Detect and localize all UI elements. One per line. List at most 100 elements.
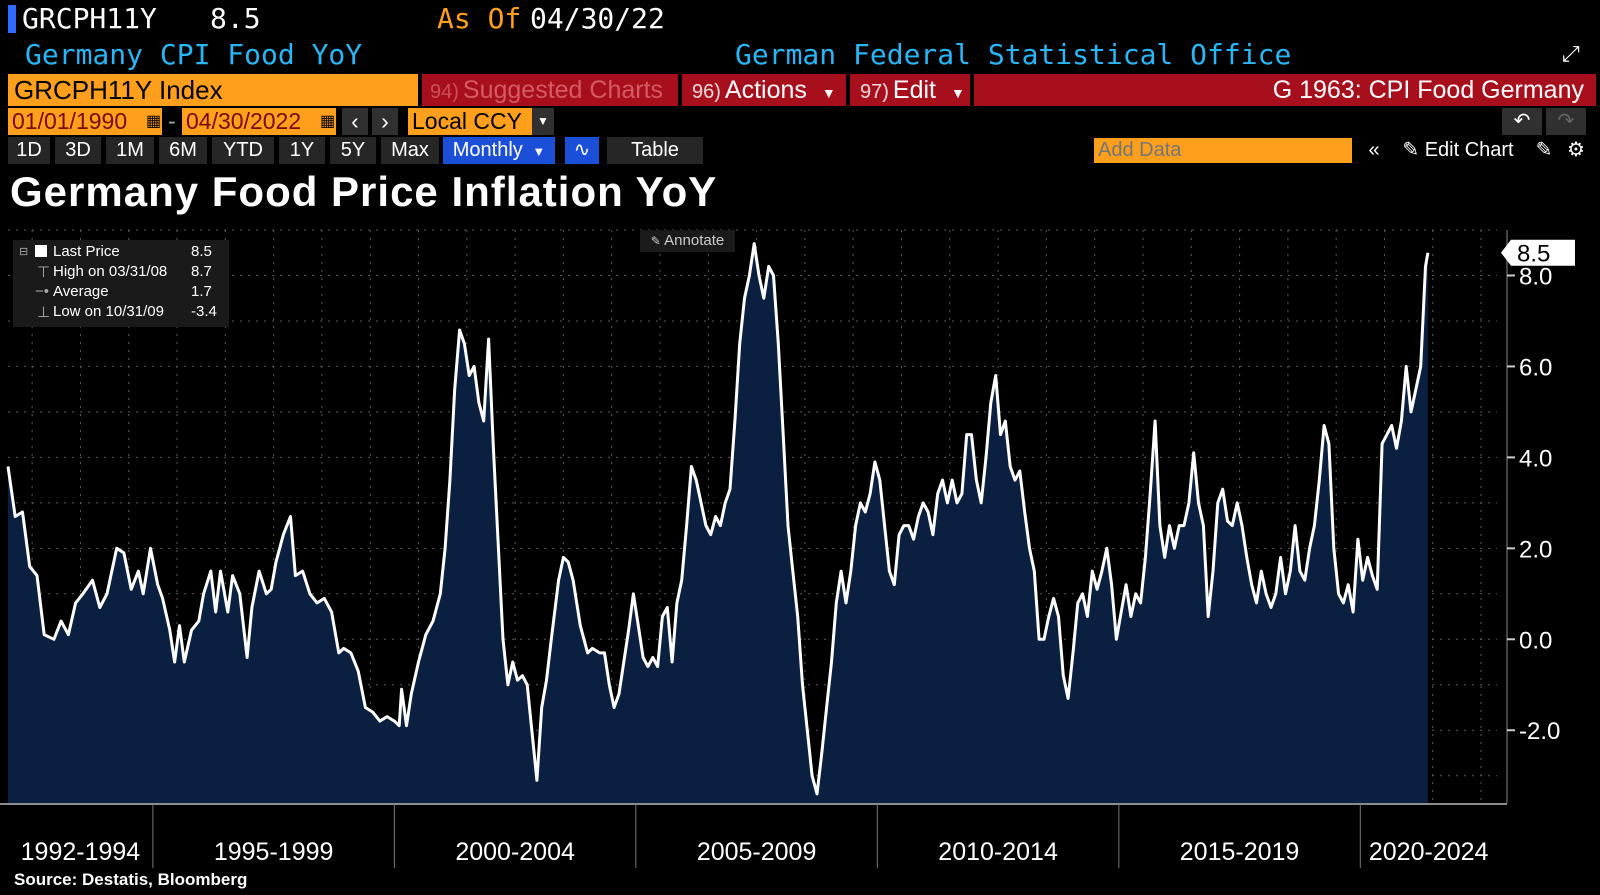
frequency-select[interactable]: Monthly ▼ (443, 137, 555, 164)
pencil-icon: ✎ (650, 234, 661, 248)
legend-label: Low on 10/31/09 (53, 303, 164, 320)
last-value: 8.5 (210, 2, 261, 35)
ticker-marker (8, 5, 16, 33)
x-period-label: 2005-2009 (697, 838, 817, 866)
date-range-row: 01/01/1990 ▦ - 04/30/2022 ▦ ‹ › Local CC… (0, 108, 1600, 135)
edit-label: Edit (892, 76, 936, 104)
calendar-icon[interactable]: ▦ (146, 113, 162, 130)
legend-swatch (35, 245, 47, 257)
y-tick-label: 8.0 (1519, 263, 1552, 290)
x-period-label: 2000-2004 (455, 838, 575, 866)
legend-label: High on 03/31/08 (53, 263, 168, 280)
date-separator: - (168, 108, 176, 134)
range-toolbar: 1D 3D 1M 6M YTD 1Y 5Y Max Monthly ▼ ∿ Ta… (0, 137, 1600, 164)
annotate-button[interactable]: ✎ Annotate (640, 230, 735, 252)
as-of-label: As Of (437, 2, 522, 35)
y-axis: -2.0 0.0 2.0 4.0 6.0 8.0 (1506, 230, 1560, 803)
x-period-label: 2015-2019 (1180, 838, 1300, 866)
actions-num: 96) (692, 81, 721, 103)
y-tick-label: 4.0 (1519, 445, 1552, 472)
source-note: Source: Destatis, Bloomberg (14, 870, 248, 889)
add-data-input[interactable] (1094, 138, 1352, 163)
suggested-charts-button[interactable]: 94) Suggested Charts (422, 74, 678, 106)
frequency-value: Monthly (452, 139, 523, 161)
caret-down-icon: ▼ (950, 85, 965, 101)
edit-chart-button[interactable]: ✎ Edit Chart (1392, 137, 1524, 164)
legend-label: Average (53, 283, 109, 300)
y-tick-label: 2.0 (1519, 536, 1552, 563)
collapse-box-icon[interactable]: ⊟ (19, 246, 29, 258)
caret-down-icon: ▼ (532, 144, 546, 159)
suggested-label: Suggested Charts (462, 76, 664, 104)
legend-value: 1.7 (191, 283, 212, 300)
range-max-button[interactable]: Max (381, 137, 439, 164)
edit-chart-label: Edit Chart (1424, 139, 1514, 161)
start-date-value: 01/01/1990 (12, 108, 128, 134)
y-tick-label: 0.0 (1519, 627, 1552, 654)
gear-icon[interactable]: ⚙ (1562, 137, 1590, 164)
source-name: German Federal Statistical Office (735, 38, 1292, 71)
chart-id-title: G 1963: CPI Food Germany (974, 74, 1596, 106)
last-price-tag-label: 8.5 (1517, 241, 1550, 268)
popout-icon[interactable]: ⤢ (1562, 42, 1580, 67)
legend: ⊟ Last Price 8.5 ⊤ High on 03/31/08 8.7 … (13, 240, 229, 327)
actions-label: Actions (724, 76, 807, 104)
range-5y-button[interactable]: 5Y (330, 137, 376, 164)
chevron-down-icon[interactable]: ▼ (532, 108, 554, 135)
range-ytd-button[interactable]: YTD (212, 137, 274, 164)
last-price-tag-box (1501, 239, 1575, 266)
end-date-field[interactable]: 04/30/2022 (182, 108, 336, 135)
range-3d-button[interactable]: 3D (55, 137, 101, 164)
line-chart-icon[interactable]: ∿ (565, 137, 599, 164)
prev-period-button[interactable]: ‹ (342, 108, 368, 135)
security-description-row: Germany CPI Food YoY German Federal Stat… (0, 38, 1600, 72)
index-field[interactable]: GRCPH11Y Index (8, 74, 418, 106)
start-date-field[interactable]: 01/01/1990 (8, 108, 162, 135)
suggested-num: 94) (430, 81, 459, 103)
y-tick-label: 6.0 (1519, 354, 1552, 381)
legend-value: -3.4 (191, 303, 217, 320)
legend-row-last: ⊟ Last Price 8.5 (13, 243, 229, 263)
edit-icon[interactable]: ✎ (1530, 137, 1558, 164)
collapse-icon[interactable]: « (1360, 137, 1388, 164)
command-bar: GRCPH11Y Index 94) Suggested Charts 96) Ac… (0, 74, 1600, 106)
range-1y-button[interactable]: 1Y (279, 137, 325, 164)
as-of-date: 04/30/22 (530, 2, 665, 35)
average-marker-icon: −• (35, 283, 50, 300)
edit-menu-button[interactable]: 97) Edit ▼ (850, 74, 970, 106)
end-date-value: 04/30/2022 (186, 108, 302, 134)
pencil-icon: ✎ (1402, 139, 1420, 161)
legend-value: 8.5 (191, 243, 212, 260)
next-period-button[interactable]: › (372, 108, 398, 135)
range-1m-button[interactable]: 1M (106, 137, 154, 164)
calendar-icon[interactable]: ▦ (320, 113, 336, 130)
legend-value: 8.7 (191, 263, 212, 280)
y-tick-label: -2.0 (1519, 718, 1560, 745)
legend-label: Last Price (53, 243, 120, 260)
legend-row-low: ⊥ Low on 10/31/09 -3.4 (13, 303, 229, 323)
annotate-label: Annotate (664, 232, 725, 249)
range-1d-button[interactable]: 1D (8, 137, 50, 164)
legend-row-high: ⊤ High on 03/31/08 8.7 (13, 263, 229, 283)
range-6m-button[interactable]: 6M (159, 137, 207, 164)
last-price-tag: 8.5 (1501, 239, 1575, 268)
security-header: GRCPH11Y 8.5 As Of 04/30/22 (0, 0, 1600, 38)
caret-down-icon: ▼ (821, 85, 836, 101)
security-description: Germany CPI Food YoY (25, 38, 363, 71)
actions-menu-button[interactable]: 96) Actions ▼ (682, 74, 846, 106)
x-axis: 1992-1994 1995-1999 2000-2004 2005-2009 2010… (0, 803, 1507, 868)
chart-title: Germany Food Price Inflation YoY (10, 168, 718, 215)
edit-num: 97) (860, 81, 889, 103)
table-button[interactable]: Table (607, 137, 703, 164)
legend-row-average: −• Average 1.7 (13, 283, 229, 303)
x-period-label: 2020-2024 (1369, 838, 1489, 866)
x-period-label: 2010-2014 (938, 838, 1058, 866)
undo-button[interactable]: ↶ (1502, 108, 1542, 135)
ticker: GRCPH11Y (22, 2, 157, 35)
redo-button[interactable]: ↷ (1546, 108, 1586, 135)
currency-select[interactable]: Local CCY (408, 108, 532, 135)
x-period-label: 1992-1994 (21, 838, 141, 866)
low-marker-icon: ⊥ (37, 304, 51, 321)
currency-value: Local CCY (412, 108, 522, 134)
